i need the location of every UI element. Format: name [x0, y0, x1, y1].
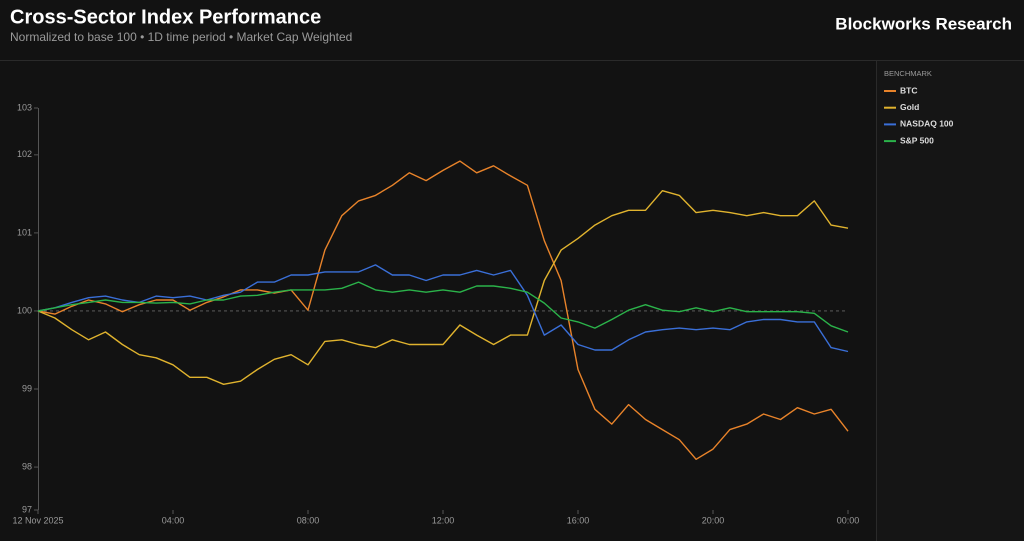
legend-label: Gold	[900, 102, 919, 112]
x-tick-label: 20:00	[702, 515, 725, 525]
legend-label: S&P 500	[900, 135, 934, 145]
y-tick-label: 102	[17, 149, 32, 159]
x-tick-label: 12:00	[432, 515, 455, 525]
series-line	[37, 190, 849, 385]
legend-title: BENCHMARK	[884, 69, 932, 78]
legend-label: BTC	[900, 85, 917, 95]
y-tick-label: 101	[17, 227, 32, 237]
y-tick-label: 98	[22, 461, 32, 471]
legend-label: NASDAQ 100	[900, 119, 954, 129]
brand: Blockworks Research	[835, 14, 1012, 33]
y-tick-label: 100	[17, 305, 32, 315]
x-tick-label: 16:00	[567, 515, 590, 525]
x-tick-label: 00:00	[837, 515, 860, 525]
x-tick-label: 12 Nov 2025	[12, 515, 63, 525]
y-tick-label: 97	[22, 504, 32, 514]
series-line	[37, 160, 849, 460]
y-tick-label: 99	[22, 383, 32, 393]
y-tick-label: 103	[17, 102, 32, 112]
x-tick-label: 08:00	[297, 515, 320, 525]
series-line	[37, 264, 849, 353]
chart-title: Cross-Sector Index Performance	[10, 6, 321, 28]
legend-panel	[876, 61, 1024, 541]
chart-subtitle: Normalized to base 100 • 1D time period …	[10, 30, 352, 44]
series-line	[37, 281, 849, 333]
x-tick-label: 04:00	[162, 515, 185, 525]
